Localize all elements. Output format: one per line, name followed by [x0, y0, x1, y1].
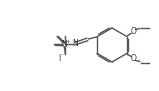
Text: N: N [61, 40, 67, 49]
Text: N: N [72, 39, 78, 48]
Text: I: I [58, 54, 60, 63]
Text: O: O [131, 27, 137, 36]
Text: O: O [131, 54, 137, 63]
Text: +: + [65, 39, 70, 44]
Text: ⁻: ⁻ [60, 54, 63, 59]
